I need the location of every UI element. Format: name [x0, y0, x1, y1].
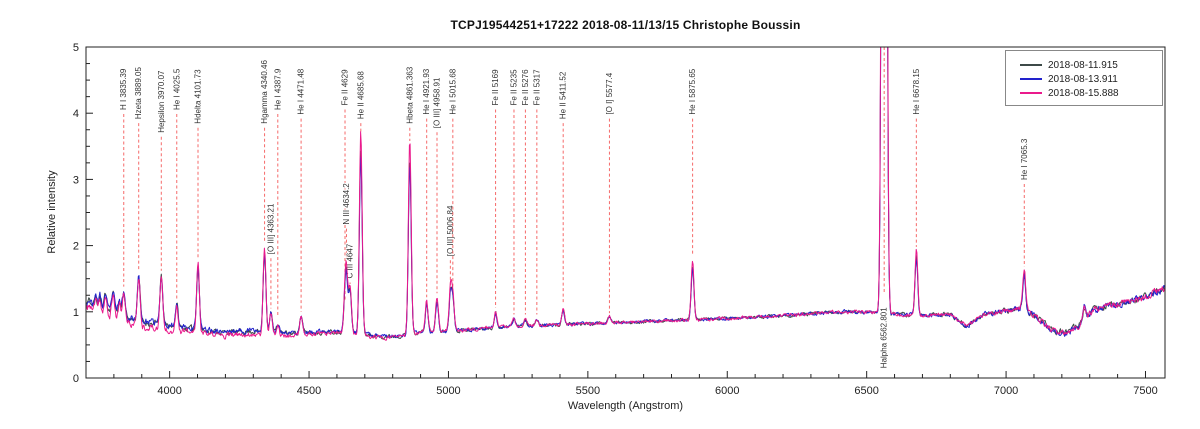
svg-text:7500: 7500 — [1133, 385, 1157, 397]
svg-text:Hbeta 4861.363: Hbeta 4861.363 — [405, 66, 414, 123]
svg-text:3: 3 — [73, 174, 79, 186]
svg-text:2: 2 — [73, 241, 79, 253]
chart-title: TCPJ19544251+17222 2018-08-11/13/15 Chri… — [450, 18, 801, 32]
series-line-swatch — [1020, 64, 1042, 66]
svg-text:5: 5 — [73, 42, 79, 54]
svg-text:5000: 5000 — [436, 385, 460, 397]
svg-text:0: 0 — [73, 373, 79, 385]
svg-text:He II 4685.68: He II 4685.68 — [356, 71, 365, 120]
legend-label: 2018-08-11.915 — [1048, 59, 1118, 71]
svg-text:6500: 6500 — [854, 385, 878, 397]
svg-text:6000: 6000 — [715, 385, 739, 397]
svg-text:1: 1 — [73, 307, 79, 319]
legend-label: 2018-08-15.888 — [1048, 87, 1119, 99]
svg-text:[O I] 5577.4: [O I] 5577.4 — [605, 72, 614, 114]
legend-label: 2018-08-13.911 — [1048, 73, 1118, 85]
svg-text:7000: 7000 — [994, 385, 1018, 397]
svg-text:4500: 4500 — [297, 385, 321, 397]
svg-text:4: 4 — [73, 108, 79, 120]
svg-text:He I 4921.93: He I 4921.93 — [422, 68, 431, 114]
svg-text:[O III] 5006.84: [O III] 5006.84 — [446, 205, 455, 256]
svg-text:Hdelta 4101.73: Hdelta 4101.73 — [194, 69, 203, 124]
svg-text:Fe II 5276: Fe II 5276 — [521, 69, 530, 106]
svg-text:He I 6678.15: He I 6678.15 — [912, 68, 921, 114]
svg-text:Hgamma 4340.46: Hgamma 4340.46 — [260, 60, 269, 124]
svg-text:[O III] 4363.21: [O III] 4363.21 — [266, 203, 275, 254]
legend-item: 2018-08-15.888 — [1020, 86, 1162, 100]
svg-text:He I 4471.48: He I 4471.48 — [297, 68, 306, 114]
svg-text:N III 4634.2: N III 4634.2 — [342, 183, 351, 225]
x-axis-title: Wavelength (Angstrom) — [567, 400, 684, 412]
legend-item: 2018-08-11.915 — [1020, 58, 1162, 72]
svg-text:H I 3835.39: H I 3835.39 — [119, 68, 128, 110]
svg-text:Hzeta 3889.05: Hzeta 3889.05 — [134, 67, 143, 120]
svg-text:Hepsilon 3970.07: Hepsilon 3970.07 — [157, 70, 166, 133]
svg-text:He I 4025.5: He I 4025.5 — [172, 68, 181, 110]
svg-text:Fe II 4629: Fe II 4629 — [341, 69, 350, 106]
svg-text:He II 5411.52: He II 5411.52 — [559, 71, 568, 119]
series-line-swatch — [1020, 78, 1042, 80]
svg-text:Fe II 5235: Fe II 5235 — [509, 69, 518, 106]
legend: 2018-08-11.915 2018-08-13.911 2018-08-15… — [1005, 50, 1163, 106]
svg-text:4000: 4000 — [157, 385, 181, 397]
svg-text:He I 4387.9: He I 4387.9 — [273, 68, 282, 110]
svg-text:He I 5015.68: He I 5015.68 — [448, 68, 457, 114]
svg-text:He I 5875.65: He I 5875.65 — [688, 68, 697, 114]
svg-text:C III 4647: C III 4647 — [346, 243, 355, 278]
series-line-swatch — [1020, 92, 1042, 94]
y-axis-title: Relative intensity — [46, 170, 58, 254]
svg-text:Halpha 6562.801: Halpha 6562.801 — [880, 307, 889, 368]
svg-text:He I 7065.3: He I 7065.3 — [1020, 138, 1029, 180]
svg-text:5500: 5500 — [576, 385, 600, 397]
svg-text:Fe II 5169: Fe II 5169 — [491, 69, 500, 106]
svg-text:[O III] 4958.91: [O III] 4958.91 — [432, 77, 441, 128]
svg-text:Fe II 5317: Fe II 5317 — [532, 69, 541, 106]
legend-item: 2018-08-13.911 — [1020, 72, 1162, 86]
